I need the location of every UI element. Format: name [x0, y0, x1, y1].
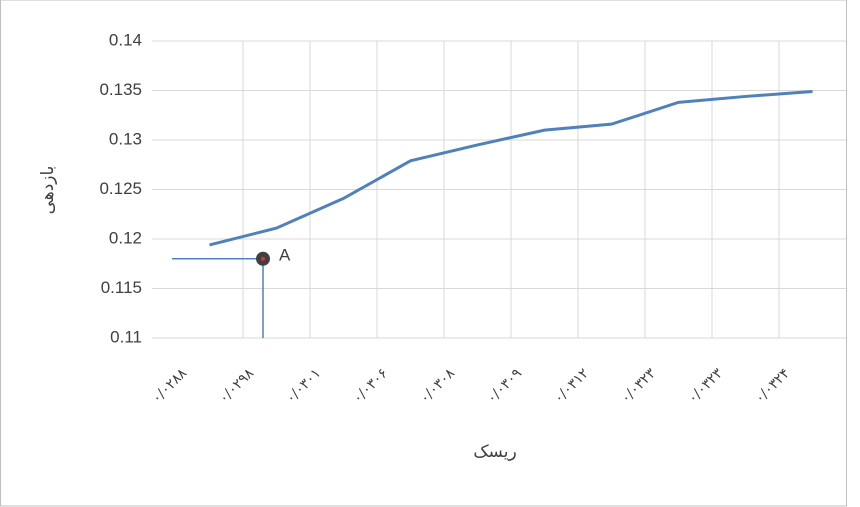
- y-tick-label: 0.12: [109, 228, 142, 247]
- point-a-label: A: [279, 245, 291, 264]
- x-tick-label: ۰/۰۲۹۸: [216, 365, 258, 407]
- point-a-center: [261, 257, 265, 261]
- x-tick-label: ۰/۰۳۰۸: [417, 365, 459, 407]
- y-tick-label: 0.115: [101, 278, 142, 297]
- x-tick-label: ۰/۰۳۲۳: [685, 365, 727, 407]
- y-tick-label: 0.11: [110, 327, 142, 346]
- y-tick-label: 0.135: [99, 80, 142, 99]
- x-axis-label: ریسک: [473, 442, 516, 462]
- x-tick-label: ۰/۰۳۱۲: [551, 365, 592, 406]
- x-tick-label: ۰/۰۳۲۳: [618, 365, 660, 407]
- y-tick-label: 0.13: [109, 129, 142, 148]
- y-tick-label: 0.14: [109, 30, 142, 49]
- x-tick-label: ۰/۰۳۰۶: [350, 365, 391, 406]
- x-tick-label: ۰/۰۳۰۹: [484, 365, 525, 406]
- chart-frame: [1, 0, 847, 506]
- x-tick-label: ۰/۰۲۸۸: [149, 365, 191, 407]
- reference-line: [172, 259, 263, 338]
- y-tick-label: 0.125: [99, 179, 142, 198]
- y-axis-label: بازدهی: [38, 166, 58, 215]
- x-tick-label: ۰/۰۳۲۴: [752, 365, 793, 406]
- x-tick-label: ۰/۰۳۰۱: [283, 365, 324, 406]
- chart: بازدهی ریسک 0.11 0.115 0.12 0.125 0.13 0.135 0…: [0, 0, 860, 507]
